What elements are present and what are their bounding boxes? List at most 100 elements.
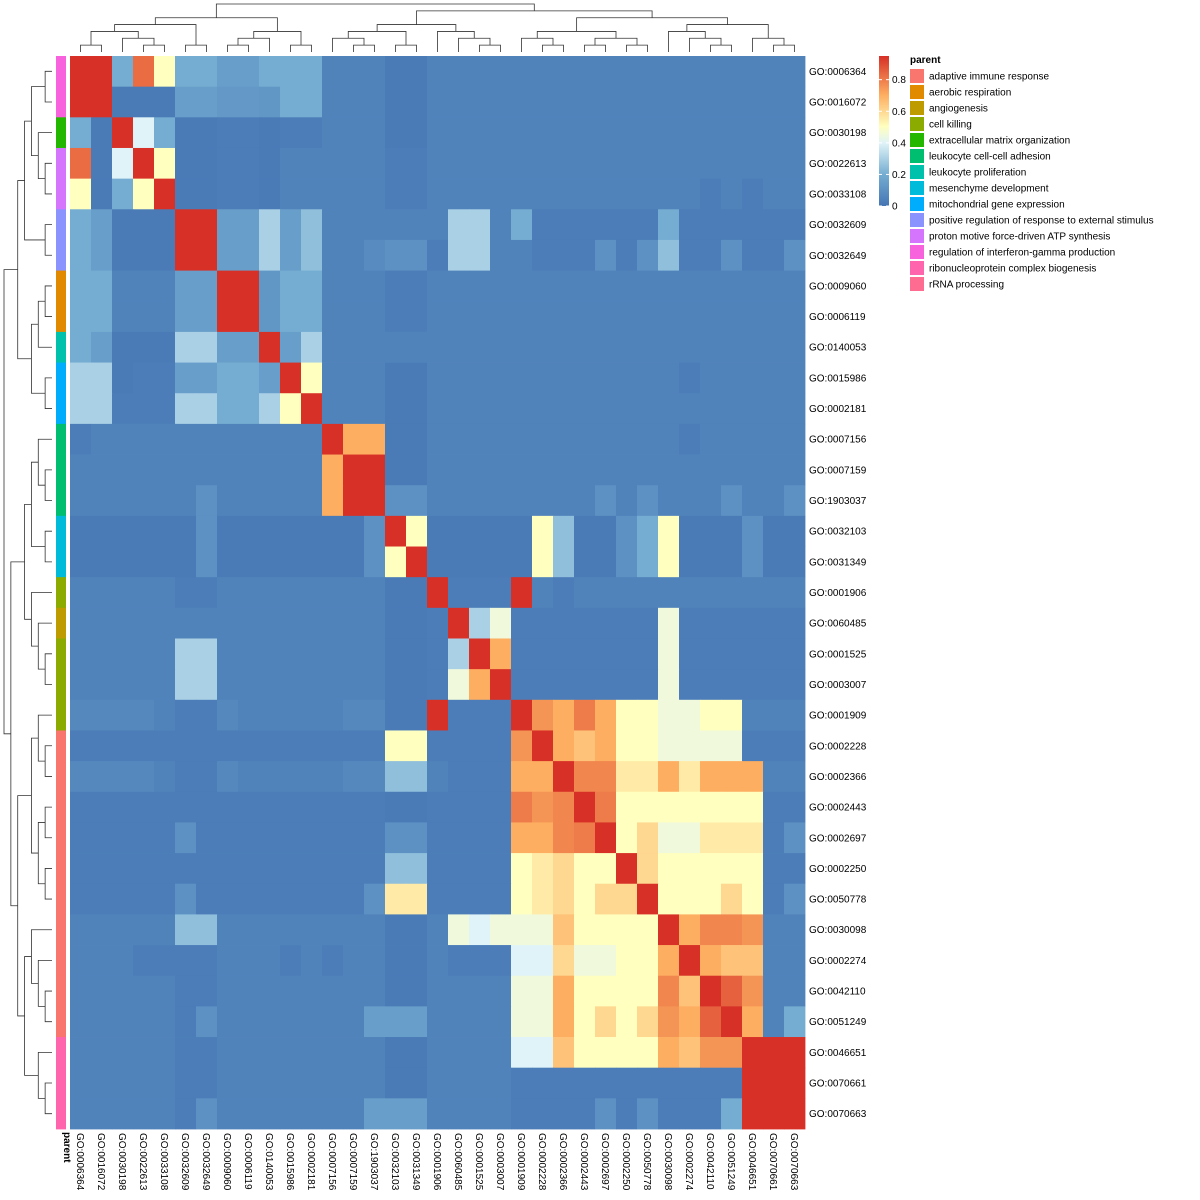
dendrogram-branch bbox=[773, 44, 795, 52]
heatmap-cell bbox=[91, 454, 113, 486]
heatmap-cell bbox=[616, 607, 638, 639]
heatmap-cell bbox=[364, 485, 386, 517]
heatmap-cell bbox=[532, 638, 554, 670]
heatmap-cell bbox=[217, 117, 239, 149]
heatmap-cell bbox=[679, 699, 701, 731]
heatmap-cell bbox=[616, 730, 638, 762]
heatmap-cell bbox=[154, 423, 176, 455]
heatmap-cell bbox=[448, 331, 470, 363]
heatmap-cell bbox=[364, 577, 386, 609]
heatmap-cell bbox=[343, 638, 365, 670]
heatmap-cell bbox=[154, 669, 176, 701]
heatmap-cell bbox=[574, 515, 596, 547]
heatmap-cell bbox=[217, 669, 239, 701]
heatmap-cell bbox=[616, 1067, 638, 1099]
column-label: GO:0002443 bbox=[578, 1133, 589, 1191]
heatmap-cell bbox=[133, 638, 155, 670]
legend-label: positive regulation of response to exter… bbox=[929, 216, 1154, 227]
heatmap-cell bbox=[742, 515, 764, 547]
row-label: GO:0002274 bbox=[809, 956, 867, 967]
column-label: GO:0001906 bbox=[431, 1133, 442, 1191]
dendrogram-branch bbox=[80, 44, 102, 52]
heatmap-cell bbox=[721, 669, 743, 701]
heatmap-cell bbox=[532, 56, 554, 88]
heatmap-cell bbox=[574, 362, 596, 394]
heatmap-cell bbox=[448, 393, 470, 425]
heatmap-cell bbox=[280, 822, 302, 854]
heatmap-cell bbox=[469, 147, 491, 180]
heatmap-cell bbox=[154, 546, 176, 578]
heatmap-cell bbox=[385, 86, 407, 118]
heatmap-cell bbox=[469, 454, 491, 486]
heatmap-cell bbox=[70, 178, 92, 210]
heatmap-cell bbox=[595, 853, 617, 885]
heatmap-cell bbox=[259, 1067, 281, 1099]
heatmap-cell bbox=[385, 301, 407, 333]
heatmap-cell bbox=[616, 209, 638, 241]
heatmap-cell bbox=[343, 270, 365, 302]
heatmap-cell bbox=[763, 730, 785, 762]
heatmap-cell bbox=[553, 761, 575, 793]
heatmap-cell bbox=[595, 270, 617, 302]
heatmap-cell bbox=[154, 209, 176, 241]
dendrogram-branch bbox=[686, 24, 769, 39]
heatmap-cell bbox=[70, 638, 92, 670]
legend-label: leukocyte cell-cell adhesion bbox=[929, 152, 1051, 163]
heatmap-cell bbox=[112, 791, 134, 823]
heatmap-cell bbox=[259, 485, 281, 517]
heatmap-cell bbox=[679, 1067, 701, 1099]
heatmap-cell bbox=[217, 853, 239, 885]
heatmap-cell bbox=[532, 485, 554, 517]
heatmap-cell bbox=[217, 1098, 239, 1130]
heatmap-cell bbox=[343, 423, 365, 455]
heatmap-cell bbox=[742, 607, 764, 639]
heatmap-cell bbox=[196, 209, 218, 241]
dendrogram-branch bbox=[31, 461, 46, 547]
annotation-cell bbox=[56, 914, 66, 946]
heatmap-cell bbox=[322, 1067, 344, 1099]
heatmap-cell bbox=[742, 914, 764, 946]
heatmap-cell bbox=[385, 56, 407, 88]
heatmap-cell bbox=[322, 1006, 344, 1038]
heatmap-cell bbox=[763, 607, 785, 639]
heatmap-cell bbox=[91, 178, 113, 210]
heatmap-cell bbox=[238, 669, 260, 701]
heatmap-cell bbox=[553, 178, 575, 210]
heatmap-cell bbox=[721, 301, 743, 333]
heatmap-cell bbox=[658, 301, 680, 333]
heatmap-cell bbox=[490, 423, 512, 455]
heatmap-cell bbox=[490, 1067, 512, 1099]
heatmap-cell bbox=[553, 485, 575, 517]
heatmap-cell bbox=[532, 331, 554, 363]
heatmap-cell bbox=[364, 1006, 386, 1038]
heatmap-cell bbox=[595, 914, 617, 946]
heatmap-cell bbox=[574, 577, 596, 609]
dendrogram-branch bbox=[17, 795, 32, 1017]
heatmap-cell bbox=[469, 393, 491, 425]
row-label: GO:0016072 bbox=[809, 97, 867, 108]
heatmap-cell bbox=[637, 117, 659, 149]
heatmap-cell bbox=[301, 975, 323, 1007]
heatmap-cell bbox=[637, 546, 659, 578]
heatmap-cell bbox=[490, 1006, 512, 1038]
heatmap-cell bbox=[133, 853, 155, 885]
heatmap-cell bbox=[259, 853, 281, 885]
dendrogram-branch bbox=[752, 37, 785, 52]
heatmap-cell bbox=[427, 86, 449, 118]
row-label: GO:0046651 bbox=[809, 1048, 867, 1059]
heatmap-cell bbox=[91, 209, 113, 241]
heatmap-cell bbox=[112, 914, 134, 946]
heatmap-cell bbox=[175, 822, 197, 854]
dendrogram-branch bbox=[37, 1051, 52, 1099]
heatmap-cell bbox=[637, 301, 659, 333]
heatmap-cell bbox=[637, 607, 659, 639]
dendrogram-branch bbox=[44, 1082, 52, 1115]
heatmap-cell bbox=[133, 883, 155, 915]
heatmap-cell bbox=[70, 699, 92, 731]
heatmap-cell bbox=[742, 239, 764, 271]
heatmap-cell bbox=[133, 454, 155, 486]
heatmap-cell bbox=[217, 975, 239, 1007]
heatmap-cell bbox=[238, 515, 260, 547]
heatmap-cell bbox=[553, 515, 575, 547]
heatmap-cell bbox=[385, 883, 407, 915]
